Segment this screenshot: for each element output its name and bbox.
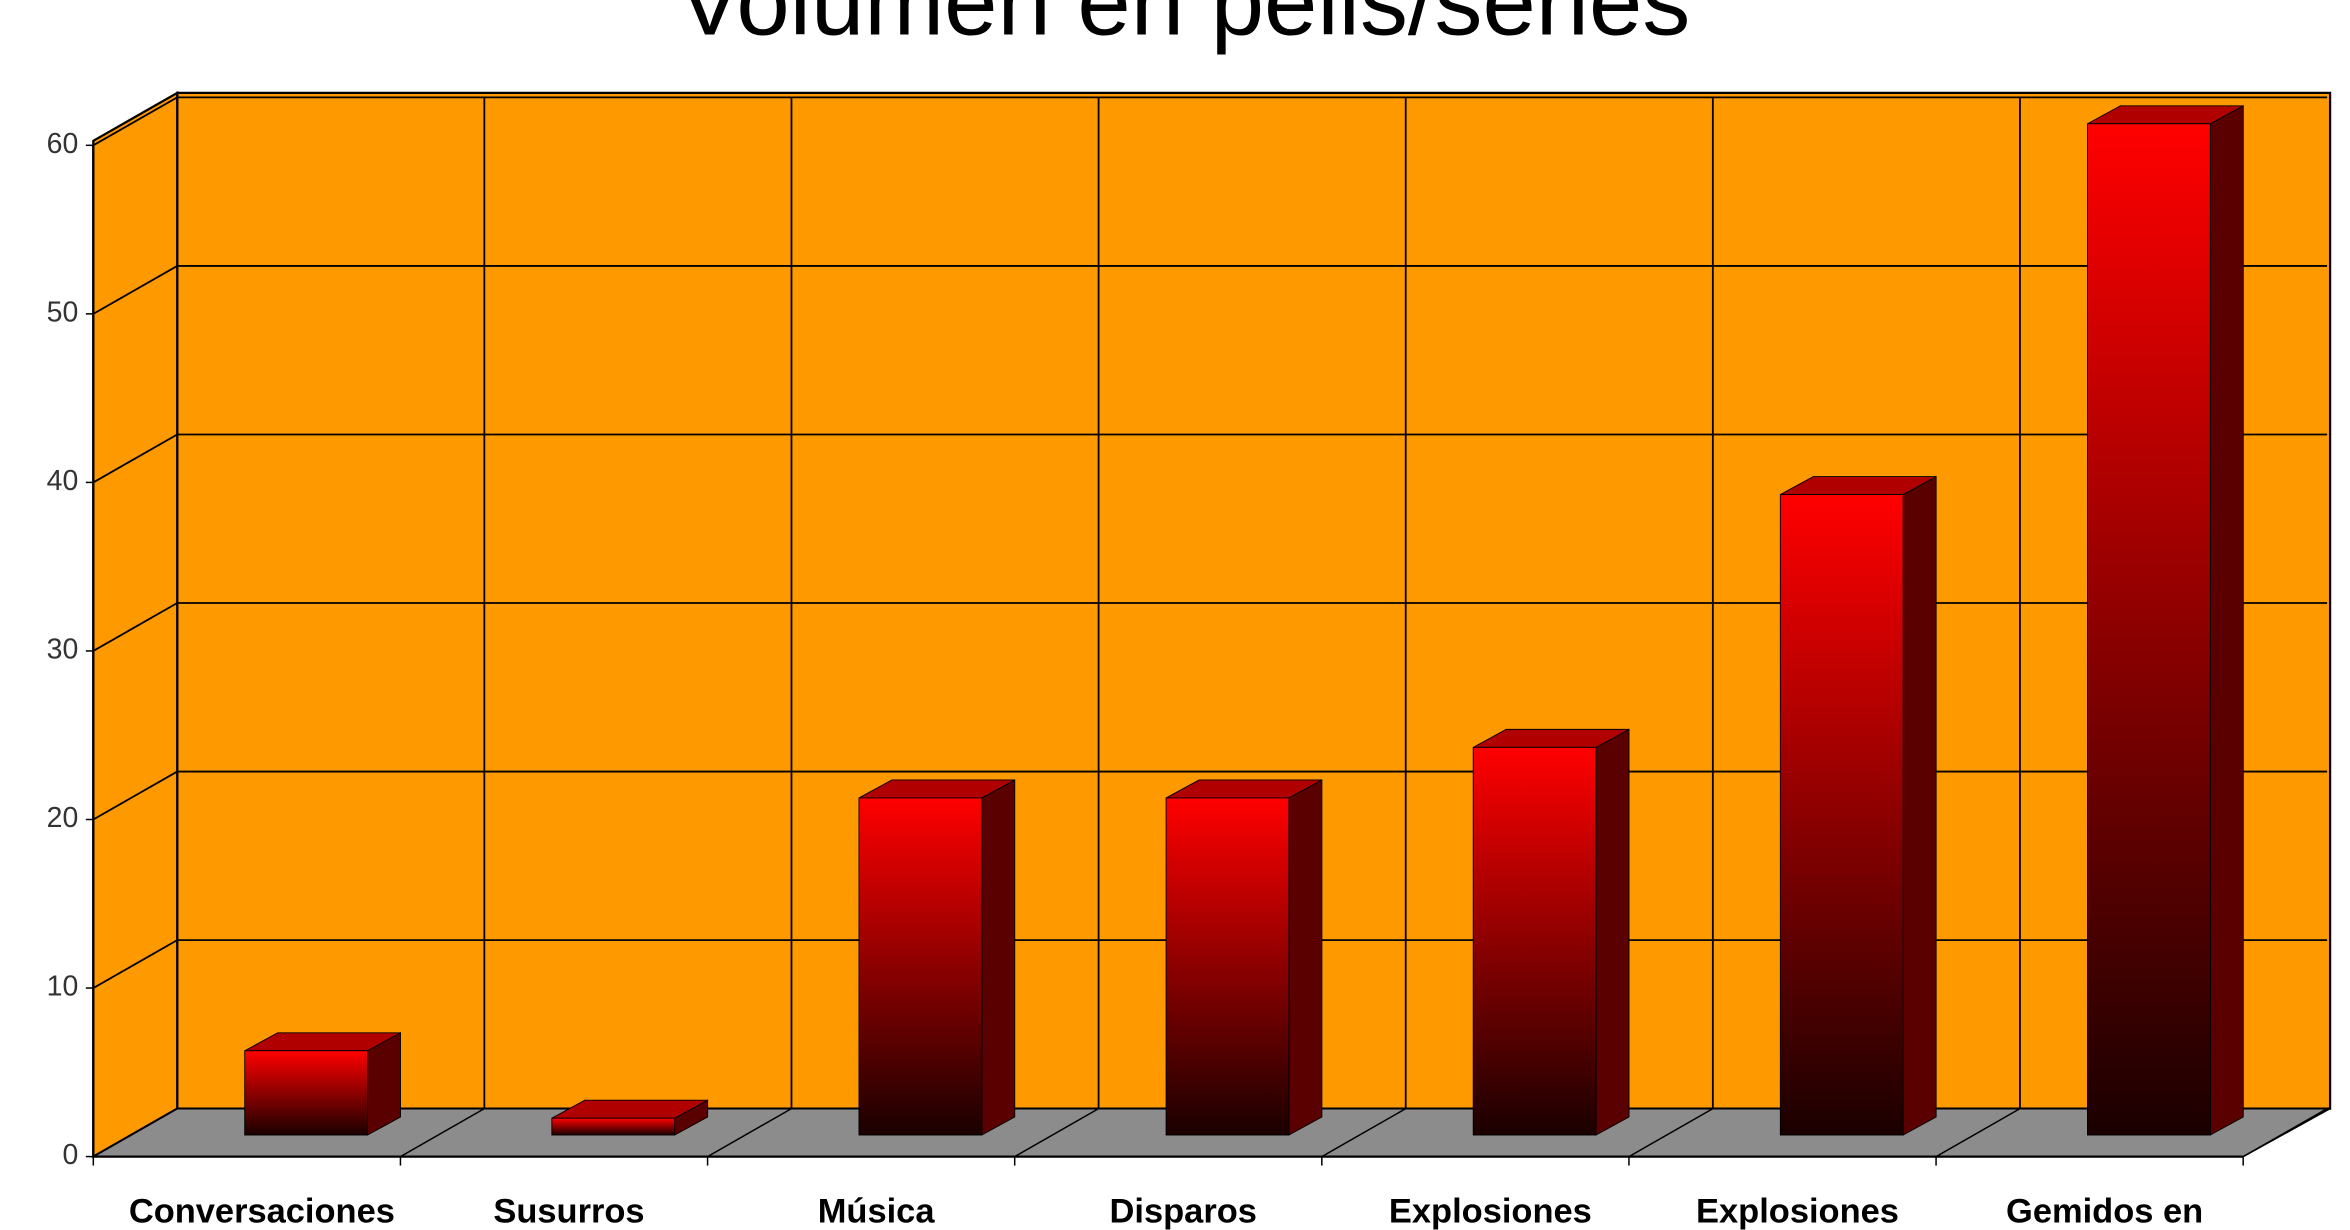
bar-side: [981, 779, 1016, 1136]
floor-line: [1935, 1107, 2021, 1158]
grid-line: [92, 433, 178, 484]
x-tick-label: Explosiones: [1696, 1193, 1899, 1230]
grid-line: [92, 939, 178, 989]
x-tick-label: Disparos: [1110, 1193, 1257, 1230]
floor-line: [1321, 1107, 1407, 1158]
bar-side: [1288, 779, 1323, 1136]
bar-side: [1902, 475, 1937, 1136]
floor-line: [92, 1107, 178, 1158]
bar: [858, 797, 983, 1136]
grid-line: [92, 265, 178, 315]
y-tick-label: 20: [47, 802, 79, 834]
x-tick-label: Explosiones: [1389, 1193, 1592, 1230]
x-tick-label: Susurros: [493, 1193, 644, 1230]
bar: [1472, 746, 1597, 1136]
floor-line: [1014, 1107, 1099, 1158]
y-tick-label: 60: [47, 128, 79, 160]
bar-side: [1595, 728, 1630, 1136]
y-tick-label: 50: [47, 296, 79, 328]
bar-side: [2209, 105, 2244, 1136]
bar: [1779, 494, 1904, 1136]
bar: [244, 1050, 369, 1136]
grid-line: [92, 770, 178, 821]
grid-line: [92, 602, 178, 652]
x-tick-label: Música: [818, 1193, 936, 1230]
bar: [2087, 123, 2211, 1136]
y-tick-label: 0: [63, 1139, 79, 1171]
x-tick-label: Gemidos en: [2006, 1193, 2203, 1230]
side-wall: [92, 90, 179, 1159]
floor-line: [2242, 1107, 2328, 1158]
chart-title: Volumen en pelis/series: [678, 0, 1691, 55]
floor-line: [707, 1107, 792, 1158]
y-tick-label: 10: [47, 971, 79, 1003]
bar: [551, 1117, 676, 1136]
y-tick-label: 40: [47, 465, 79, 497]
floor-line: [1628, 1107, 1714, 1158]
floor-line: [400, 1107, 485, 1158]
grid-line: [92, 96, 178, 147]
y-tick-label: 30: [47, 633, 79, 665]
x-tick-label: Conversaciones: [129, 1193, 395, 1230]
bar: [1165, 797, 1290, 1136]
